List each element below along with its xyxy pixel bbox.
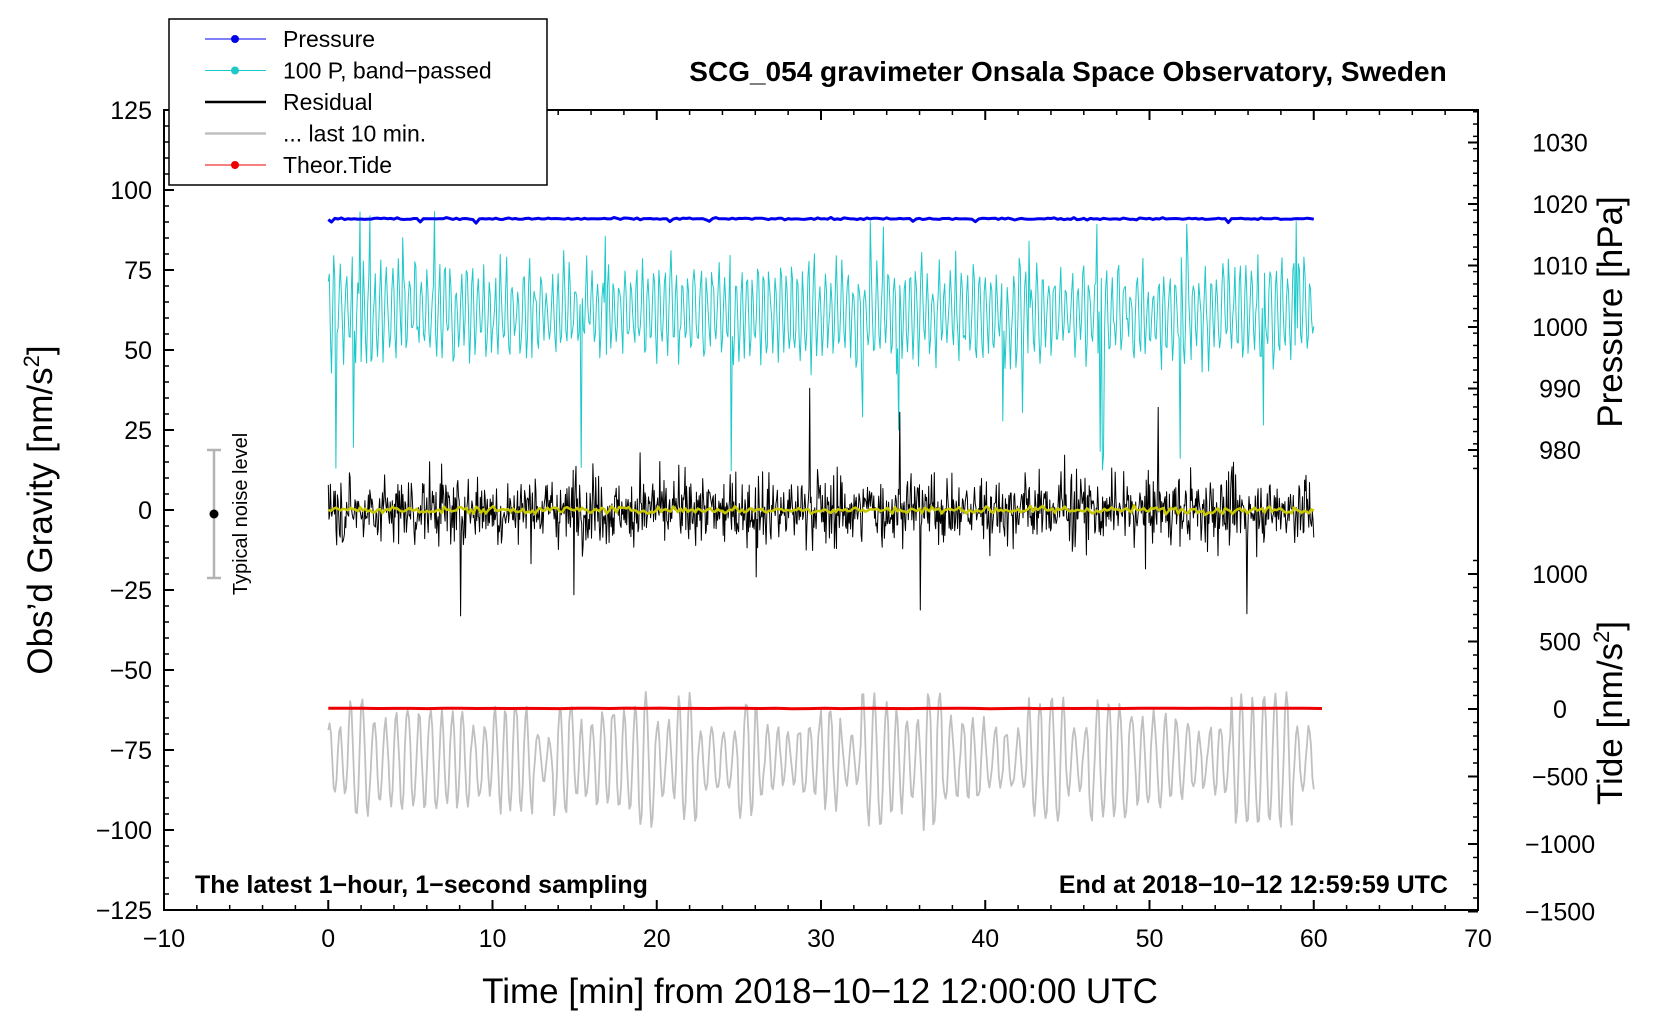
pressure-axis-ticks: 1030 1020 1010 1000 990 980 — [1468, 111, 1588, 470]
left-tick-label: 25 — [124, 417, 152, 445]
x-tick-label: 0 — [321, 925, 335, 953]
left-axis-ticks: 125 100 75 50 25 0 −25 −50 −75 −100 −125 — [96, 97, 174, 925]
left-tick-label: 50 — [124, 337, 152, 365]
series-layer — [327, 211, 1323, 832]
series-theoretical-tide — [328, 706, 1323, 711]
legend-label: Pressure — [283, 26, 375, 52]
x-tick-label: 10 — [479, 925, 507, 953]
tide-tick-label: −500 — [1532, 764, 1588, 792]
legend-label: ... last 10 min. — [283, 121, 426, 147]
x-tick-label: 30 — [807, 925, 835, 953]
legend: Pressure 100 P, band−passed Residual ... la… — [168, 18, 548, 186]
x-tick-label: 50 — [1136, 925, 1164, 953]
legend-label: Theor.Tide — [283, 152, 392, 178]
series-residual — [327, 387, 1315, 617]
annotation-sampling: The latest 1−hour, 1−second sampling — [195, 871, 648, 899]
pressure-tick-label: 1000 — [1532, 314, 1588, 342]
x-tick-label: 40 — [971, 925, 999, 953]
pressure-axis-label: Pressure [hPa] — [1591, 196, 1630, 428]
left-tick-label: 125 — [110, 97, 152, 125]
noise-level-indicator: Typical noise level — [207, 433, 252, 595]
series-pressure — [327, 215, 1315, 225]
chart-title: SCG_054 gravimeter Onsala Space Observat… — [689, 56, 1446, 87]
legend-entries: Pressure 100 P, band−passed Residual ... la… — [205, 26, 492, 178]
left-tick-label: 0 — [138, 497, 152, 525]
legend-swatch-marker — [231, 66, 239, 75]
x-tick-label: 20 — [643, 925, 671, 953]
left-axis-label: Obs’d Gravity [nm/s2] — [19, 345, 60, 674]
legend-swatch-marker — [231, 35, 239, 43]
x-tick-label: 60 — [1300, 925, 1328, 953]
pressure-tick-label: 980 — [1539, 437, 1581, 465]
series-band-passed-pressure — [327, 211, 1315, 472]
tide-tick-label: 500 — [1539, 629, 1581, 657]
pressure-tick-label: 990 — [1539, 376, 1581, 404]
tide-axis-label: Tide [nm/s2] — [1589, 621, 1630, 805]
legend-swatch-marker — [231, 161, 239, 169]
left-tick-label: −50 — [110, 657, 152, 685]
pressure-tick-label: 1020 — [1532, 191, 1588, 219]
tide-tick-label: −1500 — [1525, 899, 1595, 927]
left-tick-label: 75 — [124, 257, 152, 285]
series-residual-smoothed — [327, 503, 1315, 517]
pressure-tick-label: 1010 — [1532, 253, 1588, 281]
left-tick-label: −125 — [96, 897, 152, 925]
tide-tick-label: −1000 — [1525, 831, 1595, 859]
legend-label: Residual — [283, 89, 373, 115]
left-tick-label: −25 — [110, 577, 152, 605]
x-tick-label: −10 — [143, 925, 185, 953]
annotation-end-time: End at 2018−10−12 12:59:59 UTC — [1059, 871, 1448, 899]
tide-tick-label: 1000 — [1532, 561, 1588, 589]
x-axis-label: Time [min] from 2018−10−12 12:00:00 UTC — [482, 972, 1158, 1011]
pressure-tick-label: 1030 — [1532, 130, 1588, 158]
x-tick-label: 70 — [1464, 925, 1492, 953]
left-tick-label: −100 — [96, 817, 152, 845]
left-tick-label: −75 — [110, 737, 152, 765]
tide-tick-label: 0 — [1553, 696, 1567, 724]
legend-label: 100 P, band−passed — [283, 58, 492, 84]
tide-axis-ticks: 1000 500 0 −500 −1000 −1500 — [1468, 559, 1595, 927]
left-tick-label: 100 — [110, 177, 152, 205]
noise-level-dot — [209, 509, 219, 519]
series-last-10-min — [327, 691, 1315, 832]
x-axis-ticks: −10 0 10 20 30 40 50 60 70 — [143, 110, 1492, 953]
noise-level-label: Typical noise level — [230, 433, 252, 595]
